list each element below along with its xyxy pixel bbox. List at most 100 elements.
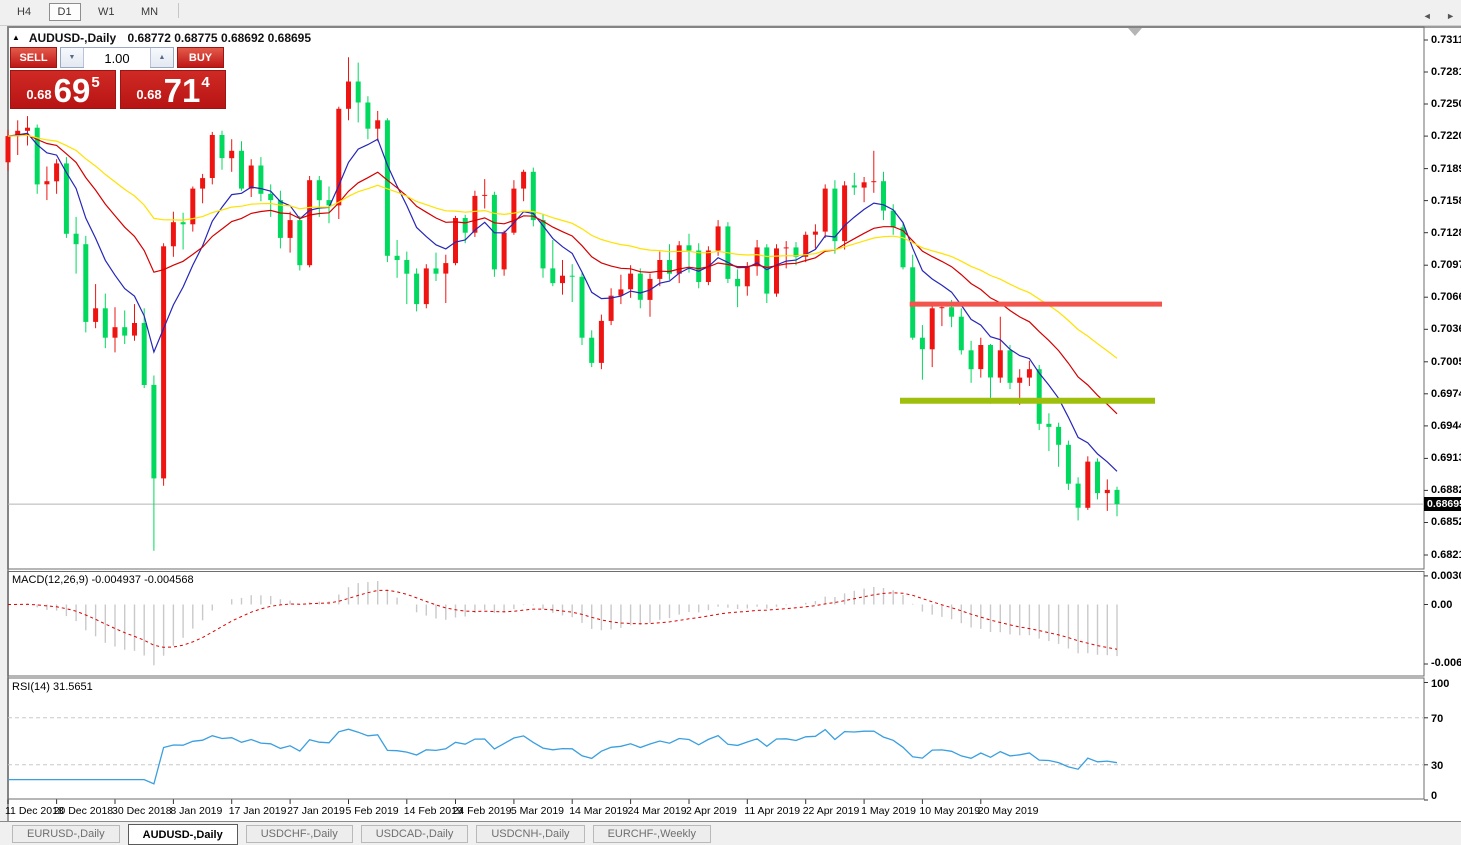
candle-body (608, 295, 614, 321)
date-label: 14 Mar 2019 (569, 805, 628, 817)
candle-body (297, 220, 303, 266)
candle-body (248, 165, 254, 189)
candle-body (949, 307, 955, 317)
tab-eurchf-weekly[interactable]: EURCHF-,Weekly (592, 825, 711, 843)
sell-price-button[interactable]: 0.68 69 5 (10, 70, 116, 109)
one-click-trading-panel: SELL ▼ ▲ BUY 0.68 69 5 0.68 71 4 (10, 47, 229, 109)
tab-scroll-right-icon[interactable]: ► (1446, 11, 1455, 21)
date-label: 2 Apr 2019 (686, 805, 737, 817)
candle-body (268, 193, 274, 201)
tab-eurusd-daily[interactable]: EURUSD-,Daily (12, 825, 120, 843)
price-tick-label: 0.71585 (1431, 195, 1461, 207)
volume-input[interactable] (84, 48, 150, 69)
candle-body (735, 278, 741, 287)
price-axis[interactable]: 0.68695 0.73115 0.72810 0.72505 0.72200 0.71… (1424, 27, 1461, 569)
date-label: 11 Dec 2018 (5, 805, 64, 817)
candle-body (453, 218, 458, 264)
candle-body (73, 233, 79, 245)
main-pane-border (7, 26, 1425, 570)
candle-body (1085, 461, 1091, 508)
candle-body (560, 275, 565, 284)
price-tick-label: 0.72810 (1431, 66, 1461, 78)
timeframe-button-d1[interactable]: D1 (48, 3, 81, 21)
candle-body (939, 307, 945, 309)
timeframe-button-mn[interactable]: MN (140, 6, 159, 18)
ma-line-slow (7, 134, 1118, 359)
tab-usdcnh-daily[interactable]: USDCNH-,Daily (476, 825, 585, 843)
timeframe-button-h4[interactable]: H4 (17, 6, 32, 18)
date-label: 24 Feb 2019 (453, 805, 512, 817)
date-label: 17 Jan 2019 (229, 805, 287, 817)
candle-body (968, 350, 974, 370)
date-label: 22 Apr 2019 (803, 805, 860, 817)
candle-body (890, 210, 896, 228)
timeframe-button-w1[interactable]: W1 (98, 6, 115, 18)
rsi-axis-0: 0 (1431, 790, 1438, 802)
price-tick-label: 0.69130 (1431, 452, 1461, 464)
macd-signal-line (7, 589, 1118, 650)
tab-audusd-daily[interactable]: AUDUSD-,Daily (127, 823, 238, 845)
candle-body (919, 337, 925, 350)
candle-body (433, 268, 439, 274)
candle-body (15, 130, 21, 137)
buy-price-pip: 4 (201, 74, 210, 91)
candle-body (754, 247, 760, 267)
chart-window[interactable] (7, 26, 1461, 845)
candle-body (783, 247, 789, 249)
candle-body (102, 308, 108, 338)
rsi-line (8, 728, 1118, 785)
rsi-indicator-label: RSI(14) 31.5651 (12, 681, 93, 693)
rsi-axis-100: 100 (1431, 678, 1450, 690)
price-tick-label: 0.71890 (1431, 163, 1461, 175)
candle-body (793, 247, 799, 257)
tab-scroll-left-icon[interactable]: ◄ (1422, 11, 1432, 21)
price-tick-label: 0.70050 (1431, 356, 1461, 368)
tab-usdcad-daily[interactable]: USDCAD-,Daily (360, 825, 469, 843)
candle-body (579, 276, 585, 338)
volume-decrease-icon[interactable]: ▼ (61, 48, 84, 67)
volume-increase-icon[interactable]: ▲ (150, 48, 173, 67)
macd-indicator-label: MACD(12,26,9) -0.004937 -0.004568 (12, 574, 194, 586)
candle-body (180, 222, 186, 225)
price-tick-label: 0.70970 (1431, 259, 1461, 271)
candle-body (550, 268, 556, 284)
candle-body (501, 232, 507, 270)
candle-body (190, 188, 196, 225)
candle-body (132, 323, 137, 336)
candle-body (842, 185, 848, 242)
date-label: 10 May 2019 (919, 805, 980, 817)
candle-body (355, 81, 361, 103)
one-click-collapse-icon[interactable]: ▲ (12, 33, 20, 42)
candle-body (375, 120, 381, 129)
candle-body (122, 327, 128, 336)
candle-body (1114, 489, 1120, 505)
candle-body (316, 180, 322, 201)
candle-body (676, 245, 682, 274)
candle-body (988, 345, 993, 378)
ohlc-values: 0.68772 0.68775 0.68692 0.68695 (127, 31, 312, 45)
candle-body (63, 163, 69, 234)
price-tick-label: 0.72200 (1431, 130, 1461, 142)
sell-button[interactable]: SELL (10, 47, 57, 68)
date-label: 30 Dec 2018 (112, 805, 172, 817)
candle-body (277, 200, 283, 238)
candle-body (1017, 377, 1023, 383)
candle-body (34, 127, 40, 185)
tab-usdchf-daily[interactable]: USDCHF-,Daily (245, 825, 353, 843)
candle-body (803, 234, 809, 257)
candle-body (764, 247, 770, 294)
price-tick-label: 0.72505 (1431, 98, 1461, 110)
date-label: 5 Feb 2019 (346, 805, 399, 817)
buy-button[interactable]: BUY (177, 47, 224, 68)
macd-axis-min: -0.00631 (1431, 657, 1461, 669)
rsi-pane-border (7, 677, 1425, 800)
candle-body (744, 266, 750, 287)
buy-price-button[interactable]: 0.68 71 4 (120, 70, 226, 109)
candle-body (569, 275, 575, 277)
candle-body (258, 165, 264, 194)
candle-body (414, 273, 420, 305)
candle-body (1056, 426, 1062, 445)
macd-axis-zero: 0.00 (1431, 599, 1453, 611)
